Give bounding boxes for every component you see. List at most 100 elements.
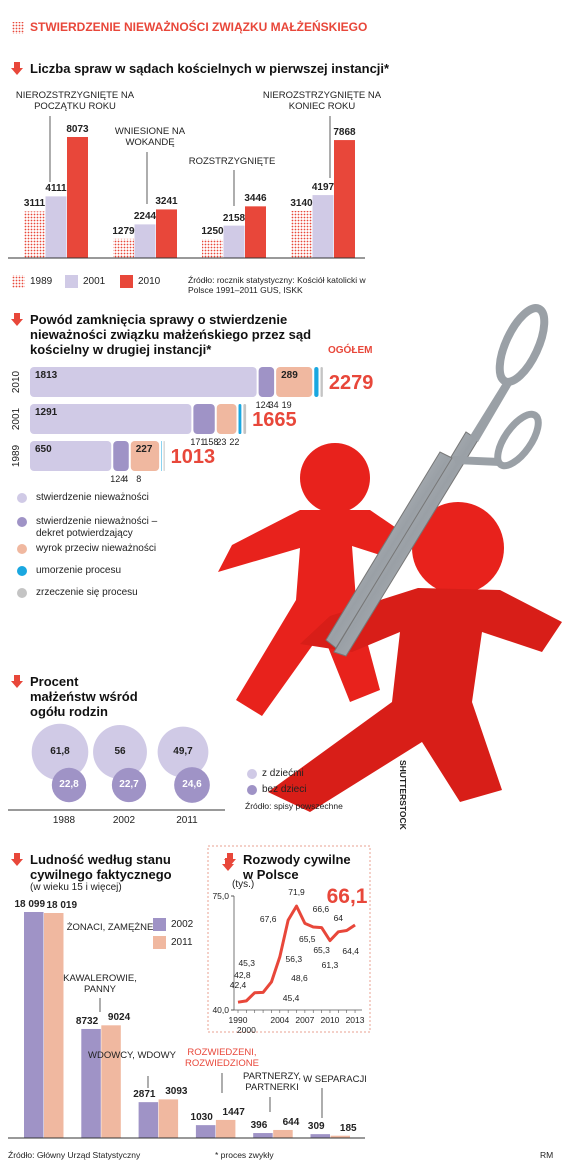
line	[237, 904, 356, 1004]
value-label: 56	[114, 746, 126, 757]
chart-title: Powód zamknięcia sprawy o stwierdzenie n…	[30, 312, 312, 357]
category-label: NIEROZSTRZYGNIĘTE NA KONIEC ROKU	[262, 90, 382, 112]
title-arrow	[11, 62, 23, 75]
legend-label: umorzenie procesu	[36, 565, 122, 576]
legend-label: 2011	[171, 937, 193, 948]
value-label: 65,5	[298, 933, 316, 944]
title-arrow	[11, 853, 23, 866]
value-label: 19	[281, 400, 292, 410]
value-label: 3241	[155, 196, 178, 208]
bar-segment	[238, 404, 242, 434]
value-label: 1030	[190, 1112, 213, 1124]
value-label: 71,9	[288, 887, 305, 898]
legend-label: wyrok przeciw nieważności	[36, 543, 157, 554]
category-label: W SEPARACJI	[303, 1074, 367, 1085]
category-label: NIEROZSTRZYGNIĘTE NA POCZĄTKU ROKU	[15, 90, 135, 112]
bar	[134, 224, 156, 258]
value-label: 67,6	[259, 914, 277, 925]
legend-label: 2002	[171, 919, 194, 930]
value-label: 23	[216, 437, 227, 447]
value-label: 1291	[35, 407, 58, 418]
value-label: 22	[229, 437, 240, 447]
value-label: 3111	[23, 198, 46, 210]
value-label: 22,8	[59, 779, 79, 790]
value-label: 3140	[290, 197, 313, 209]
row-label: 1989	[11, 444, 22, 468]
x-tick-label: 1988	[52, 815, 76, 826]
chart-title: Ludność według stanu cywilnego faktyczne…	[30, 852, 172, 882]
bar	[291, 210, 312, 258]
bar-segment	[216, 404, 237, 434]
chart-title: Procent małżeństw wśród ogółu rodzin	[30, 674, 138, 719]
x-tick-label: 2010	[320, 1015, 340, 1025]
scissors-blade	[325, 451, 453, 649]
total-label: 2279	[328, 372, 374, 394]
scissors-ring	[495, 304, 549, 386]
bubble	[174, 767, 210, 803]
category-label: ROZWIEDZENI, ROZWIEDZIONE	[185, 1047, 259, 1069]
value-label: 650	[35, 444, 52, 455]
header-icon	[12, 22, 24, 34]
value-label: 124	[255, 400, 271, 410]
value-label: 65,3	[313, 944, 330, 955]
totals-heading: OGÓŁEM	[328, 345, 373, 356]
bar	[253, 1133, 273, 1138]
bar-segment	[276, 367, 313, 397]
legend-swatch	[120, 275, 133, 288]
value-label: 42,4	[229, 980, 247, 991]
bar-segment	[30, 404, 192, 434]
bar	[156, 209, 177, 258]
value-label: 227	[135, 444, 153, 455]
bar	[215, 1119, 236, 1138]
legend-swatch	[17, 517, 27, 527]
legend-label: bez dzieci	[262, 784, 307, 795]
bar	[101, 1025, 121, 1138]
value-label: 66,6	[312, 904, 330, 915]
value-label: 49,7	[173, 746, 193, 757]
x-tick-label: 1990	[228, 1015, 248, 1025]
legend-swatch	[17, 588, 27, 598]
bar	[330, 1135, 350, 1138]
value-label: 1250	[201, 226, 224, 238]
bar	[45, 196, 67, 258]
legend-swatch	[65, 275, 78, 288]
bar-segment	[243, 404, 247, 434]
chart-subtitle: (tys.)	[232, 879, 255, 890]
bar-segment	[161, 441, 162, 471]
bar	[312, 195, 334, 258]
y-tick-label: 40,0	[212, 1005, 229, 1015]
bar-segment	[163, 441, 165, 471]
legend-swatch	[153, 936, 166, 949]
value-label: 8732	[75, 1015, 99, 1027]
bar	[44, 912, 64, 1138]
source: Źródło: Główny Urząd Statystyczny	[8, 1150, 141, 1160]
chart-title: Liczba spraw w sądach kościelnych w pier…	[30, 61, 390, 76]
x-tick-label: 2011	[176, 815, 198, 826]
value-label: 2158	[222, 212, 246, 224]
bar	[273, 1129, 293, 1138]
value-label: 644	[282, 1116, 300, 1128]
category-label: KAWALEROWIE, PANNY	[63, 973, 137, 995]
y-tick-label: 75,0	[212, 891, 229, 901]
author: RM	[540, 1150, 554, 1160]
value-label: 61,3	[321, 959, 339, 970]
chart-title: Rozwody cywilne w Polsce	[243, 852, 351, 882]
scissors-handle	[452, 456, 500, 466]
legend-label: z dziećmi	[262, 768, 304, 779]
value-label: 61,8	[50, 746, 70, 757]
value-label: 2871	[133, 1089, 156, 1101]
bar	[24, 912, 44, 1138]
total-label: 1665	[252, 409, 297, 431]
title-arrow	[222, 858, 234, 871]
page-title: STWIERDZENIE NIEWAŻNOŚCI ZWIĄZKU MAŁŻEŃS…	[30, 20, 368, 34]
bar-segment	[320, 367, 323, 397]
bar	[334, 140, 355, 258]
bubble	[93, 725, 147, 779]
bar	[24, 211, 45, 258]
bar	[202, 239, 223, 258]
legend-label: zrzeczenie się procesu	[36, 587, 138, 598]
value-label: 66,1	[326, 884, 368, 908]
bar	[223, 225, 245, 258]
legend-swatch	[12, 275, 25, 288]
